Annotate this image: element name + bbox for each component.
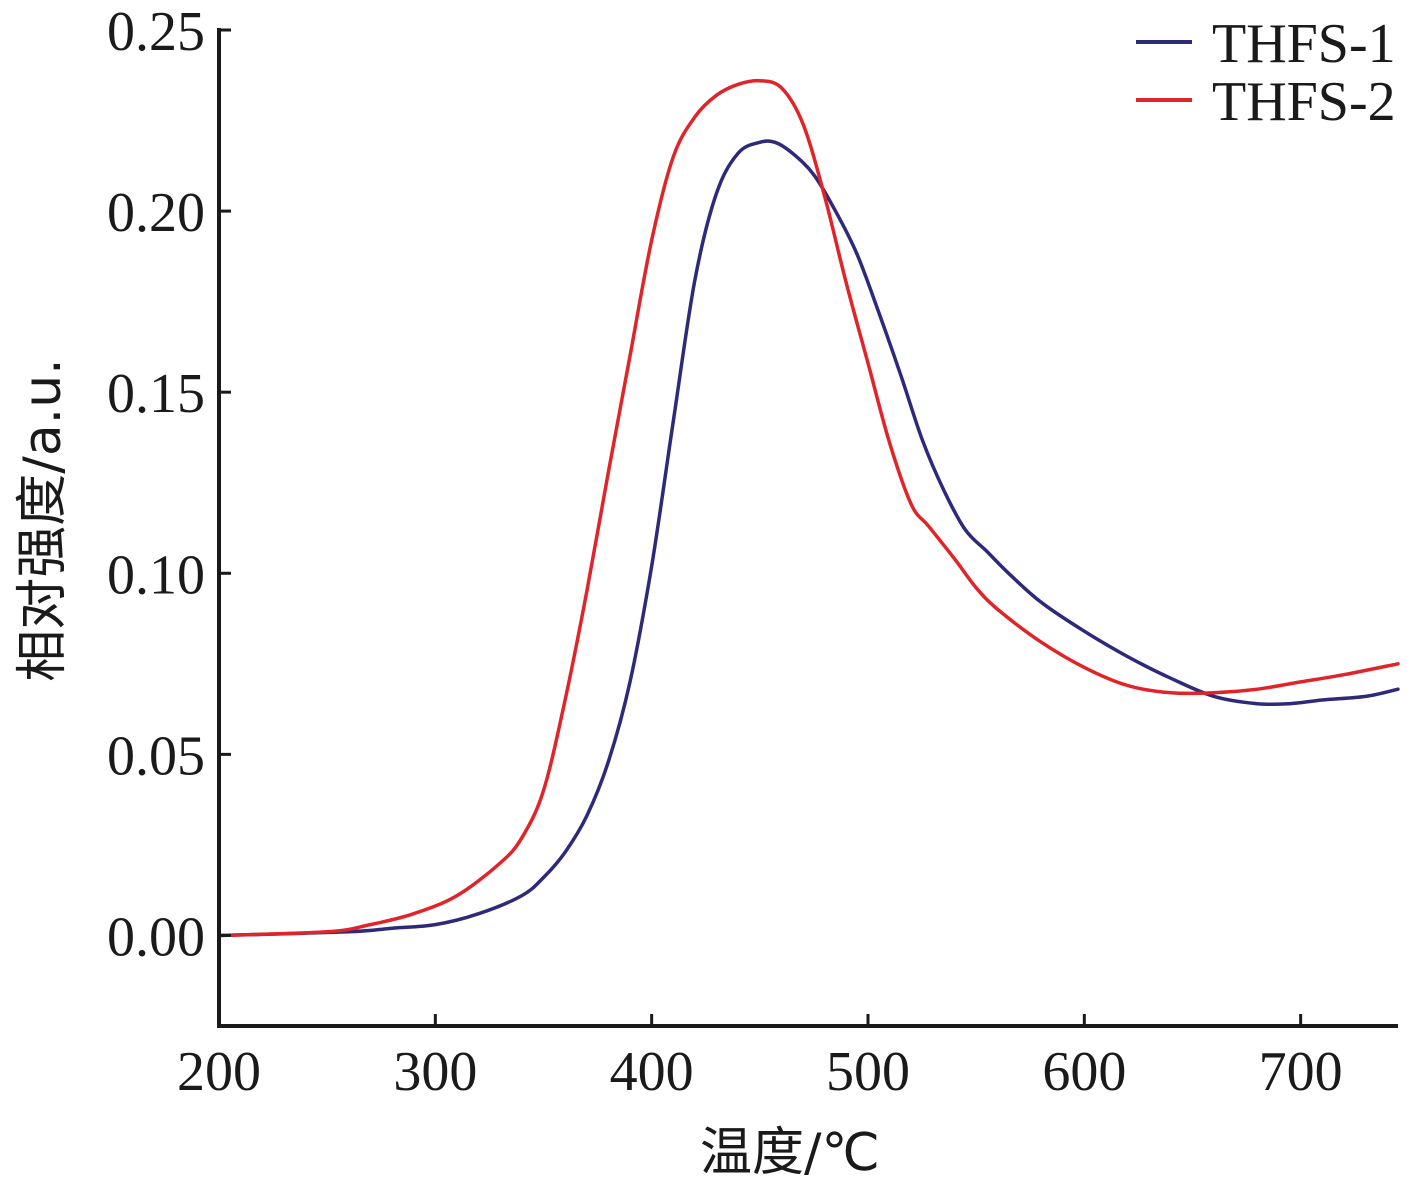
series-layer: [217, 78, 1400, 938]
x-tick-label-600: 600: [1042, 1041, 1126, 1103]
x-tick-label-400: 400: [610, 1041, 694, 1103]
x-tick-label-300: 300: [393, 1041, 477, 1103]
y-tick-label-0.25: 0.25: [107, 1, 205, 63]
y-tick-label-0.20: 0.20: [107, 182, 205, 244]
x-axis-title: 温度/℃: [700, 1123, 880, 1181]
axes-layer: [217, 28, 1398, 1028]
x-ticks: 200 300 400 500 600 700: [177, 1014, 1343, 1103]
series-line-thfs-2: [217, 78, 1400, 938]
y-tick-label-0.00: 0.00: [107, 906, 205, 968]
legend-label-thfs-2: THFS-2: [1212, 71, 1396, 133]
y-ticks: 0.00 0.05 0.10 0.15 0.20 0.25: [107, 1, 231, 968]
x-tick-label-500: 500: [826, 1041, 910, 1103]
y-axis-title: 相对强度/a.u.: [13, 358, 73, 681]
x-tick-label-700: 700: [1259, 1041, 1343, 1103]
y-tick-label-0.05: 0.05: [107, 725, 205, 787]
y-tick-label-0.10: 0.10: [107, 544, 205, 606]
series-line-thfs-1: [217, 139, 1400, 938]
y-tick-label-0.15: 0.15: [107, 363, 205, 425]
x-tick-label-200: 200: [177, 1041, 261, 1103]
legend-label-thfs-1: THFS-1: [1212, 13, 1396, 75]
